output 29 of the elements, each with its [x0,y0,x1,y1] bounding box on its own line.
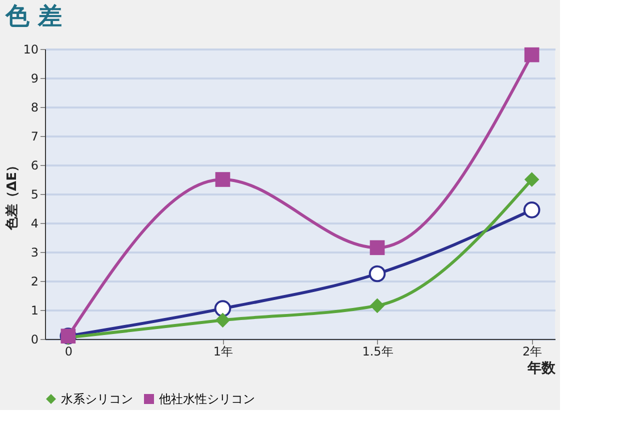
y-tick-label: 0 [30,332,38,346]
point [214,300,232,317]
y-tick-label: 5 [30,188,38,202]
y-axis-title: 色差（ΔE） [5,159,20,231]
point [370,240,385,256]
legend-label: 水系シリコン [61,392,133,406]
point [215,172,230,187]
x-tick-label: 1年 [213,344,234,358]
point [368,265,386,282]
y-tick-label: 8 [30,100,38,114]
point [524,47,540,62]
legend-label: 他社水性シリコン [159,392,255,406]
x-tick-label: 1.5年 [362,344,394,358]
y-tick-label: 2 [30,274,38,288]
x-axis-title: 年数 [526,360,556,376]
point [523,202,540,218]
point [524,172,540,187]
y-tick-label: 7 [30,130,38,144]
x-tick-label: 0 [64,344,72,358]
y-tick-label: 10 [23,42,38,56]
point [215,312,230,328]
y-tick-label: 4 [30,216,38,230]
y-tick-label: 3 [30,246,38,260]
chart-title: 色 差 [4,2,62,30]
y-tick-label: 9 [30,72,38,86]
y-tick-label: 1 [30,304,38,318]
x-tick-label: 2年 [522,344,542,358]
y-tick-label: 6 [30,158,38,172]
point [370,298,385,314]
